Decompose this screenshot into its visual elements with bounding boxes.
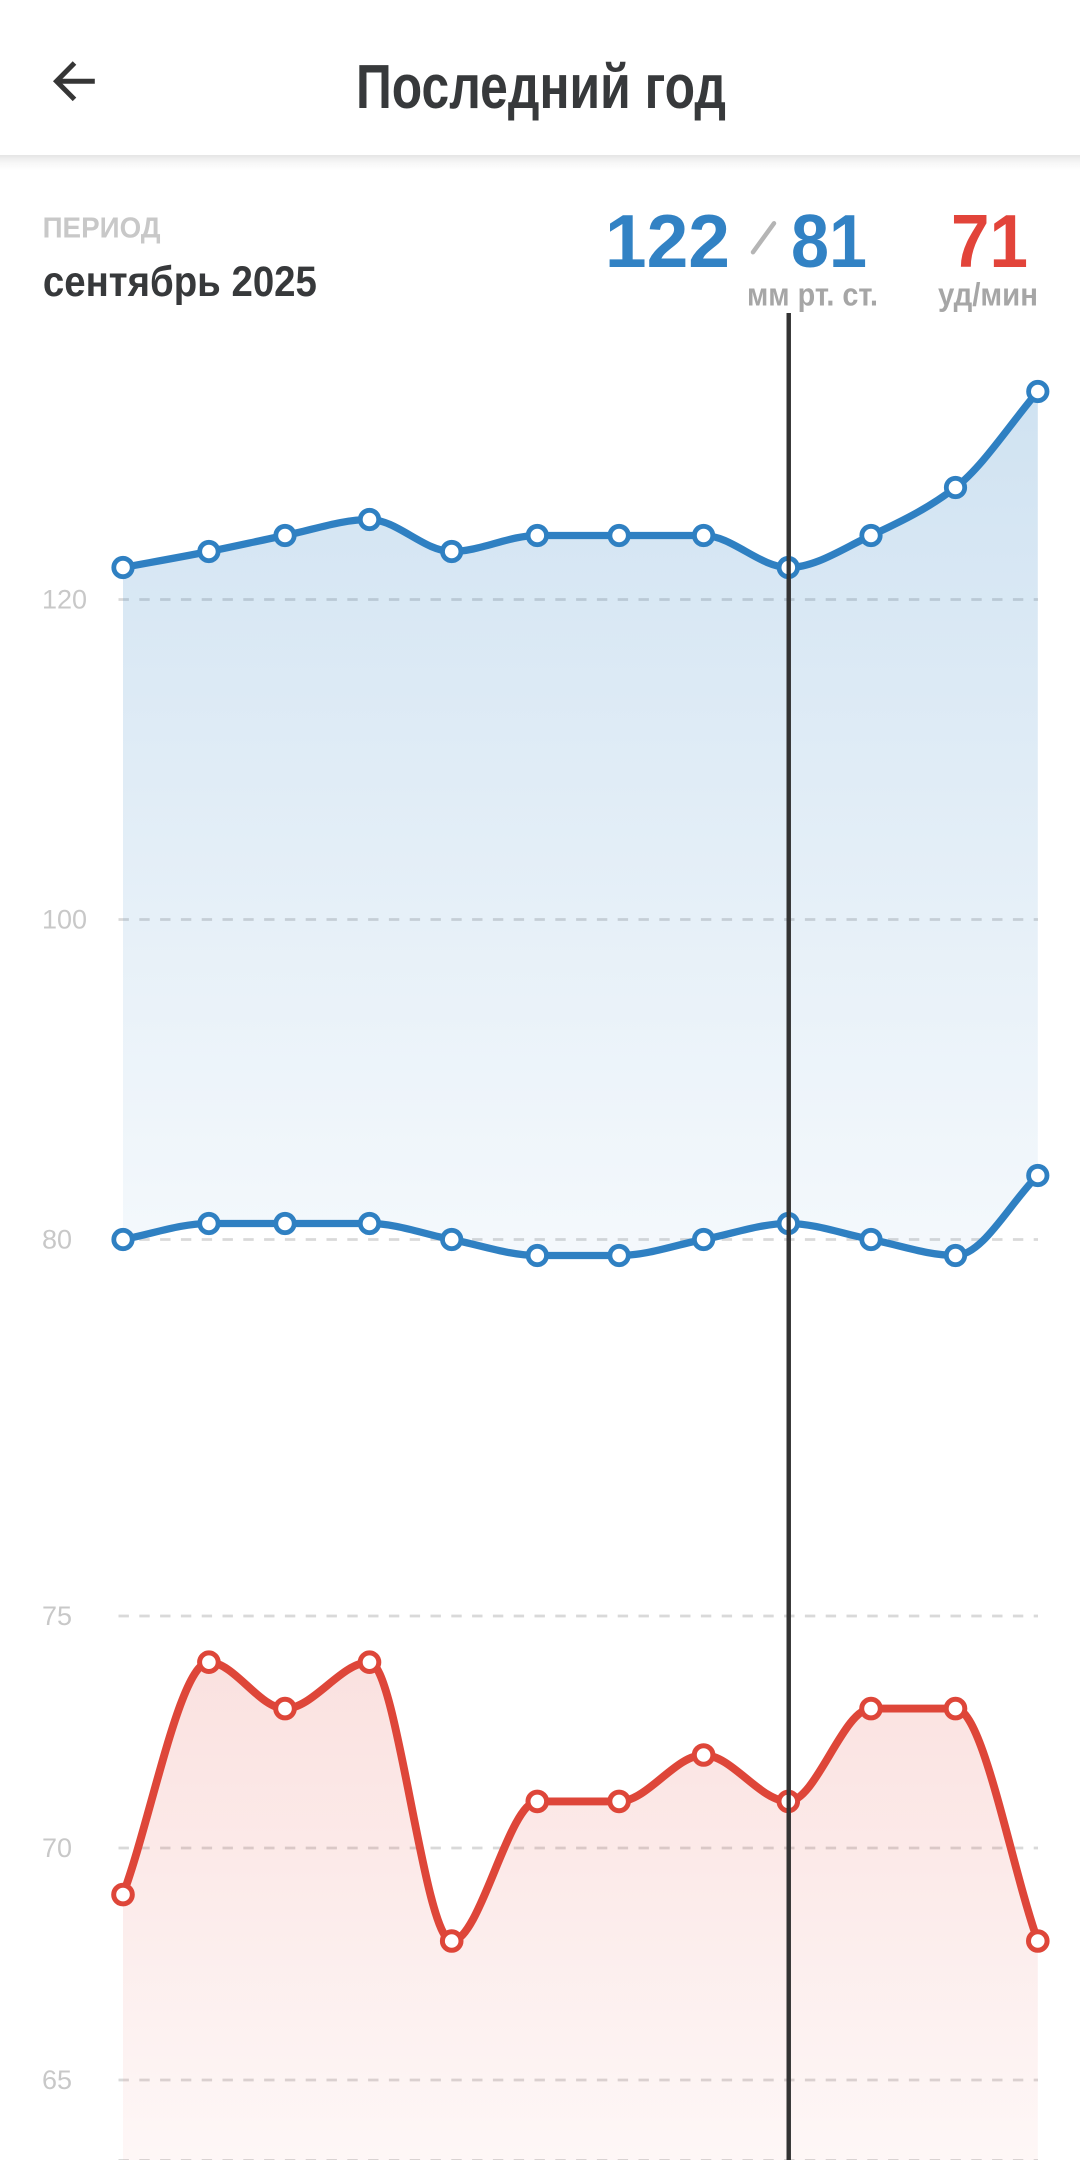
svg-text:мм рт. ст.: мм рт. ст.: [747, 277, 878, 313]
svg-text:65: 65: [42, 2065, 72, 2095]
svg-text:120: 120: [42, 585, 87, 615]
svg-text:80: 80: [42, 1225, 72, 1255]
svg-text:70: 70: [42, 1833, 72, 1863]
svg-text:122: 122: [605, 199, 730, 283]
svg-text:100: 100: [42, 905, 87, 935]
svg-text:71: 71: [951, 199, 1028, 283]
svg-text:81: 81: [791, 199, 867, 283]
svg-text:75: 75: [42, 1601, 72, 1631]
svg-text:Последний год: Последний год: [356, 53, 726, 122]
svg-text:уд/мин: уд/мин: [938, 277, 1038, 313]
svg-text:ПЕРИОД: ПЕРИОД: [43, 213, 161, 245]
svg-text:сентябрь 2025: сентябрь 2025: [43, 258, 317, 306]
